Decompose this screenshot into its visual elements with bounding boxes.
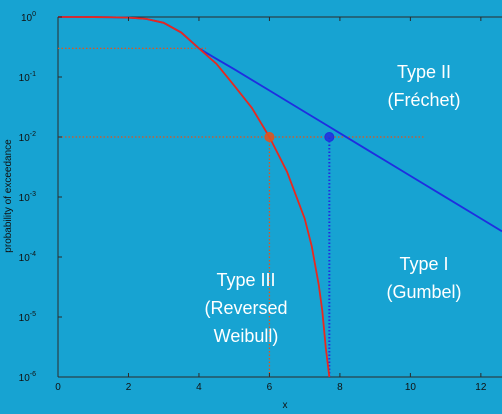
y-tick-label: 10-2 bbox=[19, 131, 36, 144]
series-reversed-weibull bbox=[58, 16, 331, 378]
type-i-label-line2: (Gumbel) bbox=[386, 282, 461, 302]
x-tick-label: 12 bbox=[475, 382, 487, 393]
type-iii-label-line3: Weibull) bbox=[214, 326, 279, 346]
type-iii-label-line2: (Reversed bbox=[204, 298, 287, 318]
type-i-label-line1: Type I bbox=[399, 254, 448, 274]
y-tick-label: 10-6 bbox=[19, 371, 36, 384]
x-axis-title: x bbox=[283, 400, 288, 411]
y-tick-label: 10-4 bbox=[19, 251, 36, 264]
y-tick-label: 10-1 bbox=[19, 71, 36, 84]
type-ii-label-line1: Type II bbox=[397, 62, 451, 82]
x-tick-label: 8 bbox=[337, 382, 343, 393]
type-iii-label-line1: Type III bbox=[216, 270, 275, 290]
x-tick-label: 10 bbox=[405, 382, 417, 393]
y-axis-title: probability of exceedance bbox=[3, 139, 14, 253]
intersection-marker-1 bbox=[264, 132, 275, 142]
x-tick-label: 6 bbox=[267, 382, 273, 393]
y-tick-label: 10-3 bbox=[19, 191, 36, 204]
intersection-marker-2 bbox=[324, 132, 335, 142]
y-tick-label: 10-5 bbox=[19, 311, 36, 324]
x-tick-label: 4 bbox=[196, 382, 202, 393]
x-tick-label: 2 bbox=[126, 382, 132, 393]
series-frechet-gumbel bbox=[58, 16, 502, 233]
y-tick-label: 100 bbox=[21, 11, 36, 24]
x-tick-label: 0 bbox=[55, 382, 61, 393]
type-ii-label-line2: (Fréchet) bbox=[387, 90, 460, 110]
